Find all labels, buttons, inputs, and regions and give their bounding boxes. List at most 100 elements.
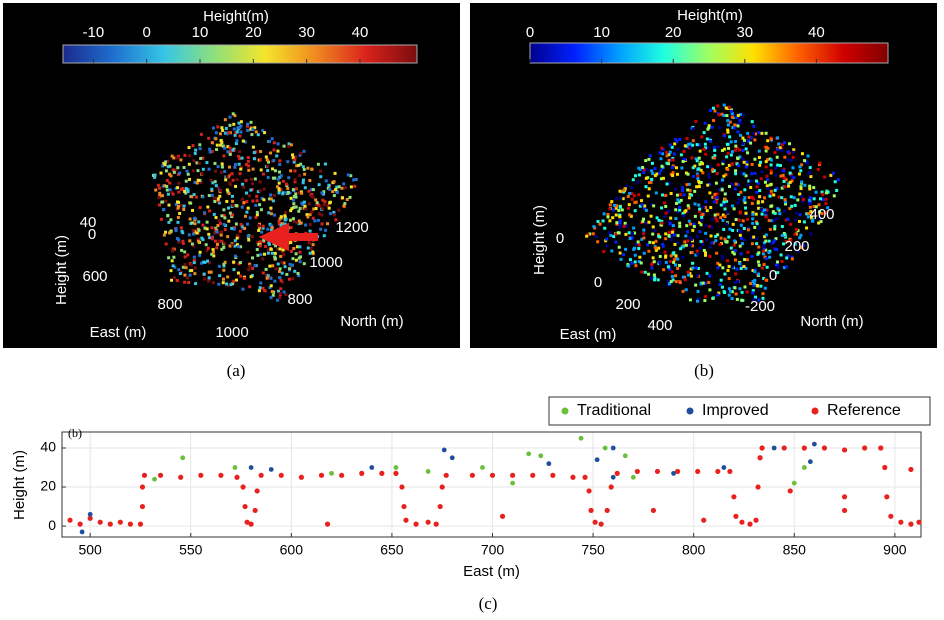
cloud-point	[154, 188, 158, 192]
cloud-point	[664, 232, 668, 236]
cloud-point	[740, 298, 744, 302]
cloud-point	[757, 272, 761, 276]
cloud-point	[819, 220, 823, 224]
cloud-point	[705, 238, 709, 242]
cloud-point	[238, 261, 242, 265]
cloud-point	[705, 209, 709, 213]
cloud-point	[292, 220, 296, 224]
cloud-point	[349, 185, 353, 189]
cloud-point	[755, 185, 759, 189]
cloud-point	[798, 213, 802, 217]
cloud-point	[730, 290, 734, 294]
cloud-point	[195, 231, 199, 235]
cloud-point	[747, 195, 751, 199]
cloud-point	[197, 228, 201, 232]
cloud-point	[699, 181, 703, 185]
cloud-point	[612, 235, 616, 239]
cloud-point	[177, 240, 181, 244]
cloud-point	[790, 175, 794, 179]
cloud-point	[183, 280, 187, 284]
cloud-point	[226, 275, 230, 279]
cloud-point	[720, 149, 724, 153]
point	[240, 484, 246, 490]
cloud-point	[690, 156, 694, 160]
cloud-point	[808, 184, 812, 188]
cloud-point	[684, 243, 688, 247]
cloud-point	[708, 288, 712, 292]
cloud-point	[750, 196, 754, 200]
cloud-point	[698, 221, 702, 225]
cloud-point	[751, 268, 755, 272]
cloud-point	[167, 203, 171, 207]
cloud-point	[783, 209, 787, 213]
point	[324, 521, 331, 527]
cloud-point	[220, 239, 224, 243]
cloud-point	[793, 232, 797, 236]
cloud-point	[671, 230, 675, 234]
cloud-point	[730, 150, 734, 154]
point	[244, 519, 250, 525]
cloud-point	[258, 226, 262, 230]
cloud-point	[247, 238, 251, 242]
cloud-point	[720, 285, 724, 289]
cloud-point	[630, 236, 634, 240]
cloud-point	[228, 211, 232, 215]
cloud-point	[323, 162, 327, 166]
cloud-point	[764, 248, 768, 252]
cloud-point	[295, 221, 299, 225]
cloud-point	[254, 203, 258, 207]
cloud-point	[240, 224, 244, 228]
cloud-point	[678, 224, 682, 228]
cloud-point	[192, 216, 196, 220]
cloud-point	[196, 169, 200, 173]
cloud-point	[239, 166, 243, 170]
cloud-point	[292, 206, 296, 210]
cloud-point	[618, 219, 622, 223]
cloud-point	[698, 149, 702, 153]
cloud-point	[215, 143, 219, 147]
cloud-point	[193, 151, 197, 155]
cloud-point	[210, 150, 214, 154]
cloud-point	[676, 210, 680, 214]
cloud-point	[174, 186, 178, 190]
cloud-point	[638, 255, 642, 259]
cloud-point	[257, 223, 261, 227]
cloud-point	[644, 185, 648, 189]
point	[139, 503, 146, 510]
cloud-point	[218, 274, 222, 278]
cloud-point	[726, 119, 730, 123]
cloud-point	[644, 208, 648, 212]
cloud-point	[653, 276, 657, 280]
cloud-point	[820, 212, 824, 216]
x-tick-label: 600	[280, 542, 304, 558]
cloud-point	[755, 222, 759, 226]
point	[550, 472, 556, 478]
cloud-point	[630, 191, 634, 195]
cloud-point	[308, 229, 312, 233]
colorbar	[529, 42, 889, 64]
cloud-point	[221, 144, 225, 148]
cloud-point	[316, 218, 320, 222]
cloud-point	[754, 212, 758, 216]
cloud-point	[199, 181, 203, 185]
cloud-point	[300, 191, 304, 195]
cloud-point	[799, 185, 803, 189]
cloud-point	[744, 266, 748, 270]
cloud-point	[808, 202, 812, 206]
point	[242, 503, 248, 510]
cloud-point	[220, 165, 224, 169]
cloud-point	[706, 165, 710, 169]
cloud-point	[190, 268, 194, 272]
cloud-point	[626, 194, 630, 198]
cloud-point	[270, 251, 274, 255]
cloud-point	[210, 226, 214, 230]
cloud-point	[752, 197, 756, 201]
cloud-point	[803, 183, 807, 187]
cloud-point	[182, 166, 186, 170]
point	[614, 470, 620, 476]
cloud-point	[809, 232, 813, 236]
cloud-point	[201, 195, 205, 199]
cloud-point	[637, 243, 641, 247]
cloud-point	[628, 192, 632, 196]
cloud-point	[343, 202, 347, 206]
